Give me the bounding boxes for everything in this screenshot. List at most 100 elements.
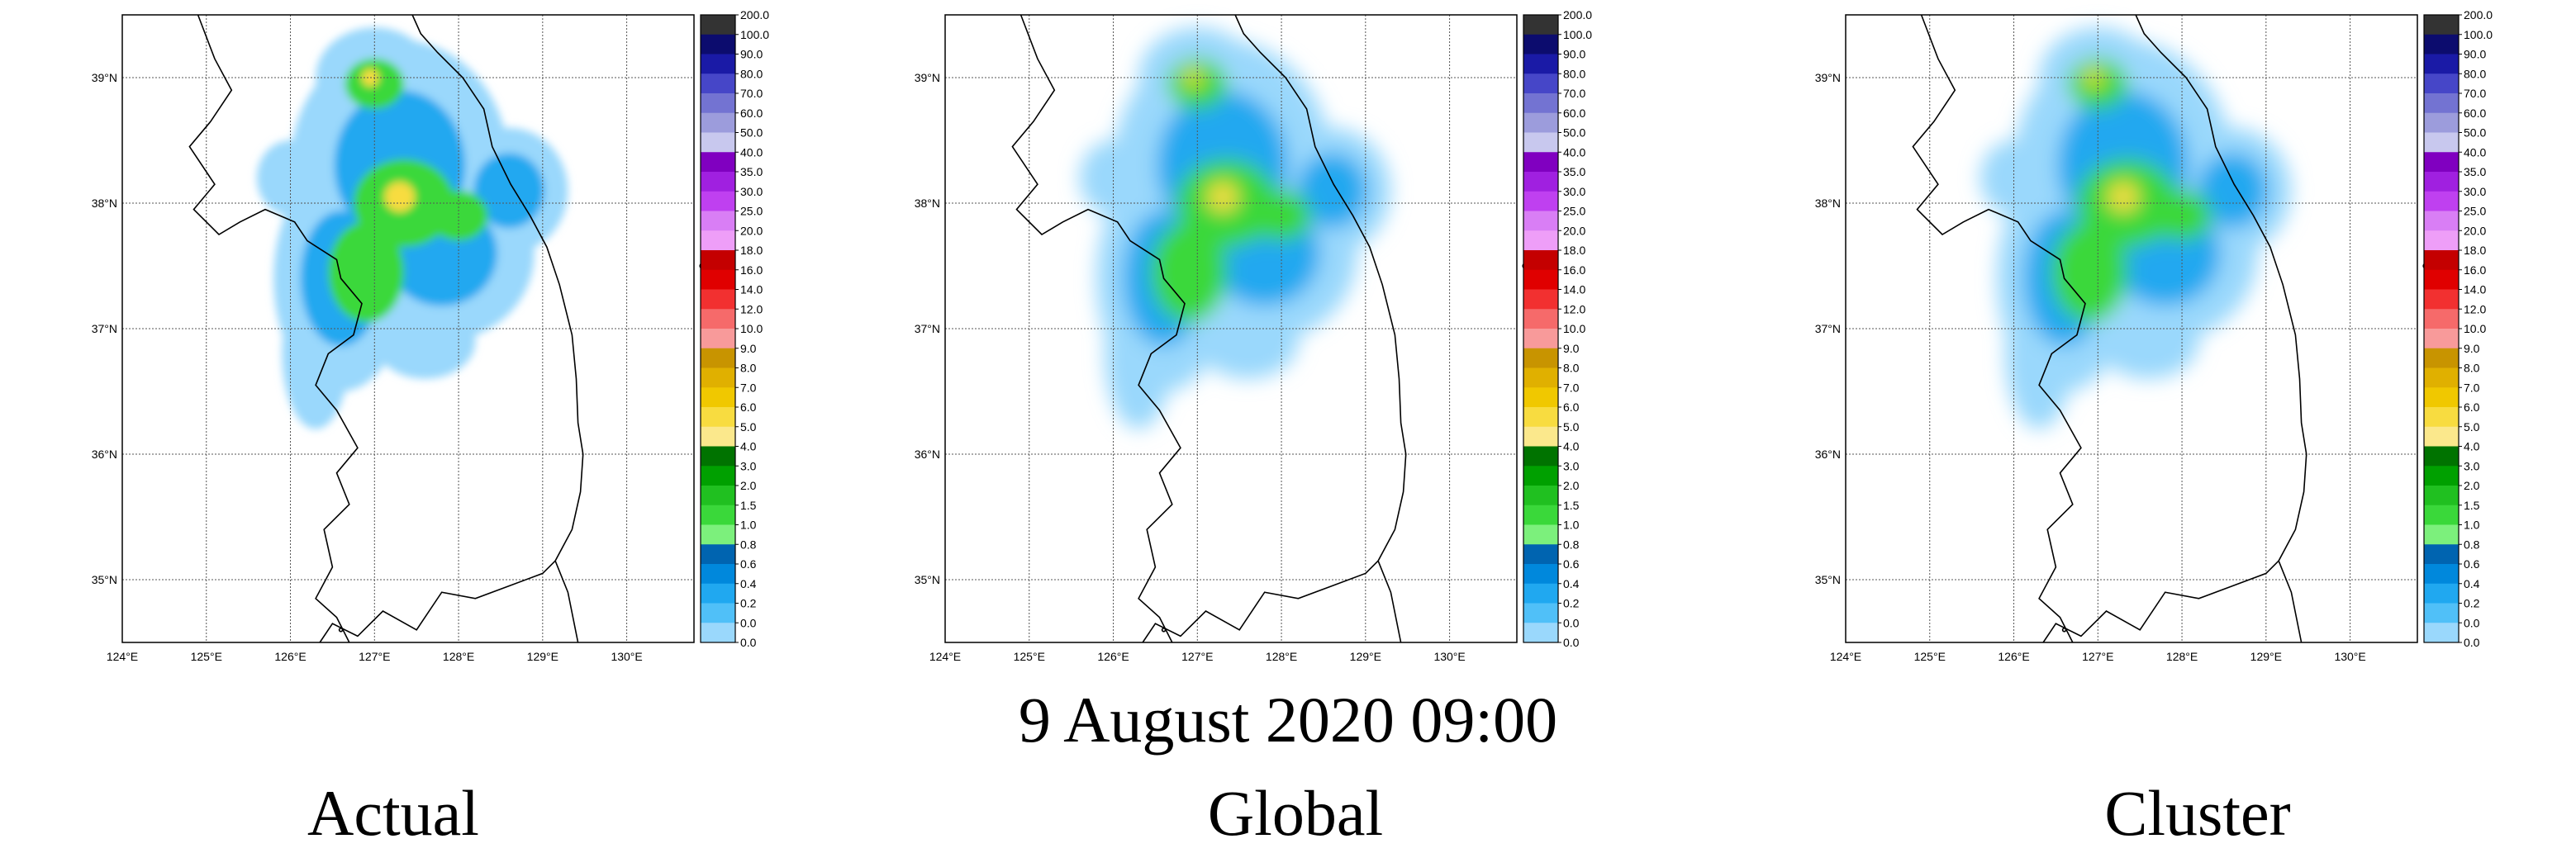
colorbar-swatch — [2424, 289, 2459, 310]
colorbar-level-label: 25.0 — [2464, 205, 2486, 218]
colorbar-level-label: 2.0 — [740, 479, 757, 492]
colorbar-level-label: 2.0 — [2464, 479, 2480, 492]
coastline — [188, 14, 706, 643]
colorbar-level-label: 1.5 — [1563, 499, 1580, 512]
colorbar-level-label: 200.0 — [740, 8, 769, 21]
colorbar-level-label: 6.0 — [1563, 400, 1580, 414]
colorbar-level-label: 10.0 — [2464, 322, 2486, 335]
colorbar-swatch — [2424, 329, 2459, 349]
rain-area-intense — [384, 182, 416, 212]
colorbar-level-label: 14.0 — [2464, 283, 2486, 296]
colorbar-swatch — [1523, 211, 1558, 231]
colorbar-level-label: 40.0 — [1563, 145, 1585, 159]
colorbar-level-label: 5.0 — [1563, 420, 1580, 434]
colorbar-level-label: 0.0 — [2464, 616, 2480, 629]
colorbar-level-label: 0.0 — [1563, 616, 1580, 629]
colorbar-swatch — [2424, 15, 2459, 36]
colorbar-level-label: 0.0 — [2464, 636, 2480, 649]
colorbar-level-label: 7.0 — [1563, 381, 1580, 394]
island — [338, 627, 344, 633]
colorbar-swatch — [2424, 466, 2459, 486]
colorbar-level-label: 0.2 — [1563, 597, 1580, 610]
colorbar-swatch — [2424, 152, 2459, 173]
colorbar-level-label: 40.0 — [740, 145, 763, 159]
colorbar-level-label: 0.4 — [2464, 577, 2480, 590]
colorbar-swatch — [701, 466, 735, 486]
colorbar-swatch — [701, 544, 735, 565]
colorbar-level-label: 200.0 — [2464, 8, 2493, 21]
colorbar-level-label: 5.0 — [2464, 420, 2480, 434]
colorbar-swatch — [1523, 269, 1558, 290]
lon-tick-label: 126°E — [1998, 650, 2029, 663]
colorbar-swatch — [701, 603, 735, 623]
colorbar-swatch — [701, 211, 735, 231]
colorbar-level-label: 4.0 — [1563, 440, 1580, 453]
colorbar-level-label: 90.0 — [2464, 48, 2486, 61]
colorbar-level-label: 6.0 — [740, 400, 757, 414]
colorbar-swatch — [701, 15, 735, 36]
colorbar-level-label: 70.0 — [740, 87, 763, 100]
lon-tick-label: 127°E — [2082, 650, 2113, 663]
colorbar-swatch — [701, 172, 735, 192]
colorbar-level-label: 3.0 — [1563, 459, 1580, 472]
west-coast — [1912, 14, 2086, 643]
panel-label-global: Global — [1207, 777, 1384, 849]
colorbar-level-label: 60.0 — [1563, 107, 1585, 120]
colorbar-swatch — [701, 112, 735, 133]
colorbar-level-label: 18.0 — [1563, 244, 1585, 257]
panel-label-cluster: Cluster — [2104, 777, 2291, 849]
colorbar-swatch — [2424, 524, 2459, 545]
colorbar-level-label: 1.5 — [740, 499, 757, 512]
colorbar-level-label: 25.0 — [1563, 205, 1585, 218]
colorbar-swatch — [701, 407, 735, 428]
rain-area-heavy — [2051, 221, 2127, 323]
colorbar-swatch — [1523, 564, 1558, 585]
colorbar-swatch — [2424, 505, 2459, 525]
colorbar-level-label: 0.6 — [740, 557, 757, 571]
rain-area-light — [1197, 303, 1299, 379]
lat-tick-label: 37°N — [915, 322, 940, 335]
lat-tick-label: 38°N — [1815, 197, 1841, 210]
colorbar-swatch — [1523, 309, 1558, 329]
colorbar-level-label: 20.0 — [740, 224, 763, 237]
lon-tick-label: 125°E — [1014, 650, 1045, 663]
colorbar-level-label: 9.0 — [740, 342, 757, 355]
colorbar-swatch — [1523, 250, 1558, 271]
colorbar-level-label: 4.0 — [740, 440, 757, 453]
lon-tick-label: 125°E — [191, 650, 222, 663]
colorbar-swatch — [2424, 172, 2459, 192]
colorbar-level-label: 8.0 — [1563, 362, 1580, 375]
colorbar-level-label: 80.0 — [1563, 67, 1585, 80]
rain-area-heavy — [328, 221, 404, 323]
colorbar-level-label: 30.0 — [1563, 185, 1585, 198]
colorbar-level-label: 4.0 — [2464, 440, 2480, 453]
colorbar-level-label: 70.0 — [1563, 87, 1585, 100]
colorbar-swatch — [2424, 250, 2459, 271]
colorbar-level-label: 0.6 — [2464, 557, 2480, 571]
colorbar-swatch — [701, 289, 735, 310]
colorbar-swatch — [2424, 623, 2459, 643]
colorbar-swatch — [2424, 230, 2459, 251]
colorbar-level-label: 12.0 — [1563, 302, 1585, 315]
colorbar-swatch — [701, 583, 735, 604]
colorbar-level-label: 18.0 — [2464, 244, 2486, 257]
colorbar-swatch — [1523, 112, 1558, 133]
colorbar-level-label: 16.0 — [740, 263, 763, 277]
colorbar-swatch — [1523, 466, 1558, 486]
colorbar-swatch — [701, 505, 735, 525]
colorbar-level-label: 16.0 — [1563, 263, 1585, 277]
lat-tick-label: 35°N — [1815, 573, 1841, 586]
colorbar-level-label: 100.0 — [740, 28, 769, 41]
colorbar-swatch — [2424, 34, 2459, 54]
colorbar-level-label: 1.0 — [2464, 519, 2480, 532]
graticule: 124°E 125°E 126°E 127°E 128°E 129°E 130°E 39°N 3… — [92, 15, 694, 663]
east-coast — [411, 14, 584, 643]
colorbar-swatch — [1523, 387, 1558, 408]
lon-tick-label: 130°E — [1433, 650, 1465, 663]
colorbar-swatch — [1523, 191, 1558, 211]
map-border — [121, 14, 695, 643]
graticule: 124°E 125°E 126°E 127°E 128°E 129°E 130°E 39°N 3… — [1815, 15, 2417, 663]
west-coast — [1011, 14, 1186, 643]
colorbar-level-label: 9.0 — [1563, 342, 1580, 355]
lon-tick-label: 124°E — [929, 650, 961, 663]
